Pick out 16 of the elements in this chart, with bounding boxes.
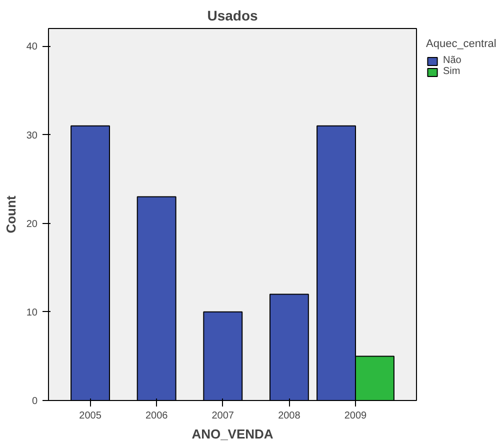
legend-label: Sim <box>443 66 462 77</box>
y-tick-label: 0 <box>32 396 38 407</box>
y-tick-label: 40 <box>26 42 38 53</box>
chart-title: Usados <box>207 8 258 24</box>
legend-title: Aquec_central <box>426 38 496 50</box>
y-tick-label: 30 <box>26 130 38 142</box>
x-axis-title: ANO_VENDA <box>192 426 274 442</box>
x-tick-label: 2009 <box>344 410 368 422</box>
x-tick-label: 2005 <box>79 410 102 422</box>
x-tick-label: 2008 <box>278 410 301 422</box>
x-tick-label: 2007 <box>212 410 234 422</box>
y-axis-title: Count <box>3 195 18 234</box>
legend-label: Não <box>443 55 462 66</box>
y-tick-label: 10 <box>26 307 38 318</box>
x-tick-label: 2006 <box>145 410 168 422</box>
y-tick-label: 20 <box>26 218 38 230</box>
